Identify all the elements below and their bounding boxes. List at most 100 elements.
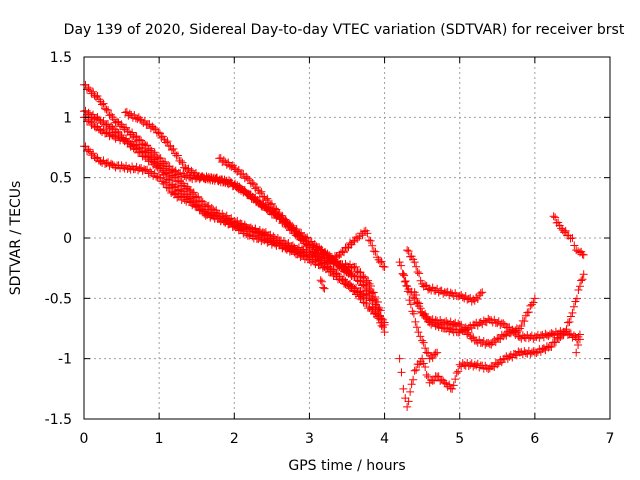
- x-tick-label: 2: [230, 431, 239, 447]
- data-point: [359, 272, 368, 281]
- data-point: [418, 336, 427, 345]
- data-point: [219, 156, 228, 165]
- data-point: [371, 292, 380, 301]
- data-point: [158, 132, 167, 141]
- data-point: [380, 318, 389, 327]
- data-point: [169, 144, 178, 153]
- data-point: [508, 325, 517, 334]
- data-point: [395, 258, 404, 267]
- data-point: [102, 105, 111, 114]
- data-point: [563, 318, 572, 327]
- series-track-l: [316, 270, 584, 363]
- data-point: [362, 299, 371, 308]
- data-point: [368, 241, 377, 250]
- data-point: [415, 269, 424, 278]
- data-point: [257, 187, 266, 196]
- data-point: [352, 233, 361, 242]
- data-point: [146, 144, 155, 153]
- data-point: [99, 99, 108, 108]
- y-tick-label: 0: [63, 231, 72, 247]
- y-tick-label: 1: [63, 110, 72, 126]
- data-point: [234, 165, 243, 174]
- data-point: [397, 261, 406, 270]
- data-point: [122, 123, 131, 132]
- data-point: [568, 308, 577, 317]
- data-point: [191, 169, 200, 178]
- data-point: [108, 123, 117, 132]
- x-tick-label: 1: [155, 431, 164, 447]
- data-point: [520, 317, 529, 326]
- data-point: [397, 368, 406, 377]
- data-point: [329, 265, 338, 274]
- data-point: [325, 251, 334, 260]
- data-point: [346, 270, 355, 279]
- y-tick-label: -1.5: [45, 412, 72, 428]
- x-tick-label: 0: [80, 431, 89, 447]
- data-point: [161, 164, 170, 173]
- data-point: [320, 284, 329, 293]
- data-point: [575, 330, 584, 339]
- data-point: [98, 100, 107, 109]
- data-point: [240, 186, 249, 195]
- data-point: [428, 353, 437, 362]
- data-point: [549, 212, 558, 221]
- series-track-g: [395, 270, 588, 411]
- data-point: [499, 319, 508, 328]
- data-point: [353, 234, 362, 243]
- data-point: [395, 354, 404, 363]
- data-point: [350, 236, 359, 245]
- data-point: [352, 262, 361, 271]
- data-point: [318, 254, 327, 263]
- data-point: [412, 291, 421, 300]
- series-track-k: [549, 212, 588, 259]
- data-point: [414, 328, 423, 337]
- data-point: [421, 362, 430, 371]
- data-point: [207, 203, 216, 212]
- data-point: [403, 287, 412, 296]
- data-point: [421, 281, 430, 290]
- data-point: [310, 240, 319, 249]
- data-point: [163, 137, 172, 146]
- data-point: [398, 269, 407, 278]
- data-point: [291, 226, 300, 235]
- data-point: [530, 294, 539, 303]
- data-point: [154, 128, 163, 137]
- data-point: [347, 282, 356, 291]
- data-point: [231, 179, 240, 188]
- series-track-j: [410, 288, 584, 344]
- data-point: [93, 92, 102, 101]
- data-point: [574, 285, 583, 294]
- data-point: [113, 117, 122, 126]
- data-point: [355, 277, 364, 286]
- data-point: [366, 282, 375, 291]
- data-point: [146, 167, 155, 176]
- data-point: [376, 258, 385, 267]
- data-point: [376, 306, 385, 315]
- data-point: [524, 308, 533, 317]
- data-point: [150, 148, 159, 157]
- data-point: [399, 270, 408, 279]
- data-point: [84, 145, 93, 154]
- chart-title: Day 139 of 2020, Sidereal Day-to-day VTE…: [64, 22, 625, 38]
- data-point: [349, 286, 358, 295]
- data-point: [529, 298, 538, 307]
- data-point: [364, 276, 373, 285]
- data-point: [421, 344, 430, 353]
- data-point: [84, 84, 93, 93]
- data-point: [343, 244, 351, 253]
- data-point: [253, 196, 262, 205]
- data-point: [263, 194, 272, 203]
- data-point: [269, 236, 278, 245]
- data-point: [187, 166, 196, 175]
- data-point: [380, 328, 389, 337]
- x-tick-label: 7: [606, 431, 615, 447]
- data-point: [356, 268, 365, 277]
- data-point: [512, 328, 521, 337]
- data-point: [185, 185, 194, 194]
- y-tick-label: 0.5: [50, 171, 72, 187]
- data-point: [418, 354, 427, 363]
- data-point: [358, 293, 367, 302]
- data-point: [557, 224, 566, 233]
